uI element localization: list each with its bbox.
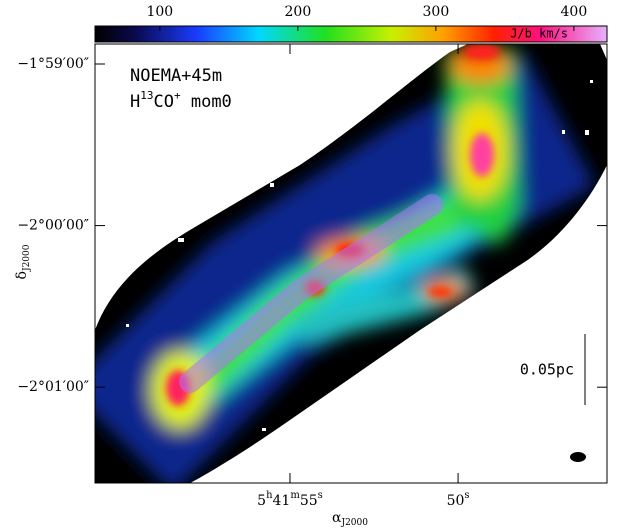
x-tick-label-part: s bbox=[464, 490, 469, 501]
y-axis-label: δJ2000 bbox=[14, 244, 32, 279]
x-axis-label-part: J2000 bbox=[340, 518, 368, 528]
x-tick-label: 5h41m55s bbox=[257, 490, 323, 510]
colorbar-label: J/b km/s bbox=[510, 27, 568, 41]
colorbar-tick-label: 300 bbox=[423, 4, 450, 20]
annotation-part: CO bbox=[154, 92, 174, 112]
beam bbox=[570, 452, 586, 462]
colorbar-tick-label: 100 bbox=[146, 4, 173, 20]
x-tick-label-part: h bbox=[266, 490, 273, 501]
x-axis-label: αJ2000 bbox=[332, 510, 368, 528]
x-tick-label-part: m bbox=[290, 490, 300, 501]
y-axis-label-part: δ bbox=[14, 271, 30, 279]
y-tick-label: −1°59′00″ bbox=[17, 56, 89, 72]
y-tick-label: −2°01′00″ bbox=[17, 379, 89, 395]
x-tick-label-part: 50 bbox=[447, 493, 465, 509]
annotation-part: mom0 bbox=[181, 92, 232, 112]
annotation-part: + bbox=[174, 89, 181, 102]
annotation-part: H bbox=[130, 92, 140, 112]
x-tick-label-part: 55 bbox=[300, 493, 318, 509]
plot-frame bbox=[94, 43, 608, 484]
y-tick-label: −2°00′00″ bbox=[17, 218, 89, 234]
colorbar-tick-label: 400 bbox=[561, 4, 588, 20]
x-tick-label-part: 5 bbox=[257, 493, 266, 509]
annotation: NOEMA+45m bbox=[130, 66, 222, 86]
x-tick-label-part: 41 bbox=[273, 493, 291, 509]
y-axis-label-part: J2000 bbox=[22, 244, 32, 272]
scale-bar-label: 0.05pc bbox=[520, 361, 574, 379]
x-tick-label: 50s bbox=[447, 490, 470, 510]
colorbar-tick-label: 200 bbox=[285, 4, 312, 20]
annotation: H13CO+ mom0 bbox=[130, 89, 232, 112]
annotation-part: 13 bbox=[140, 89, 153, 102]
x-axis-label-part: α bbox=[332, 510, 342, 526]
colorbar bbox=[94, 25, 608, 43]
x-tick-label-part: s bbox=[318, 490, 323, 501]
